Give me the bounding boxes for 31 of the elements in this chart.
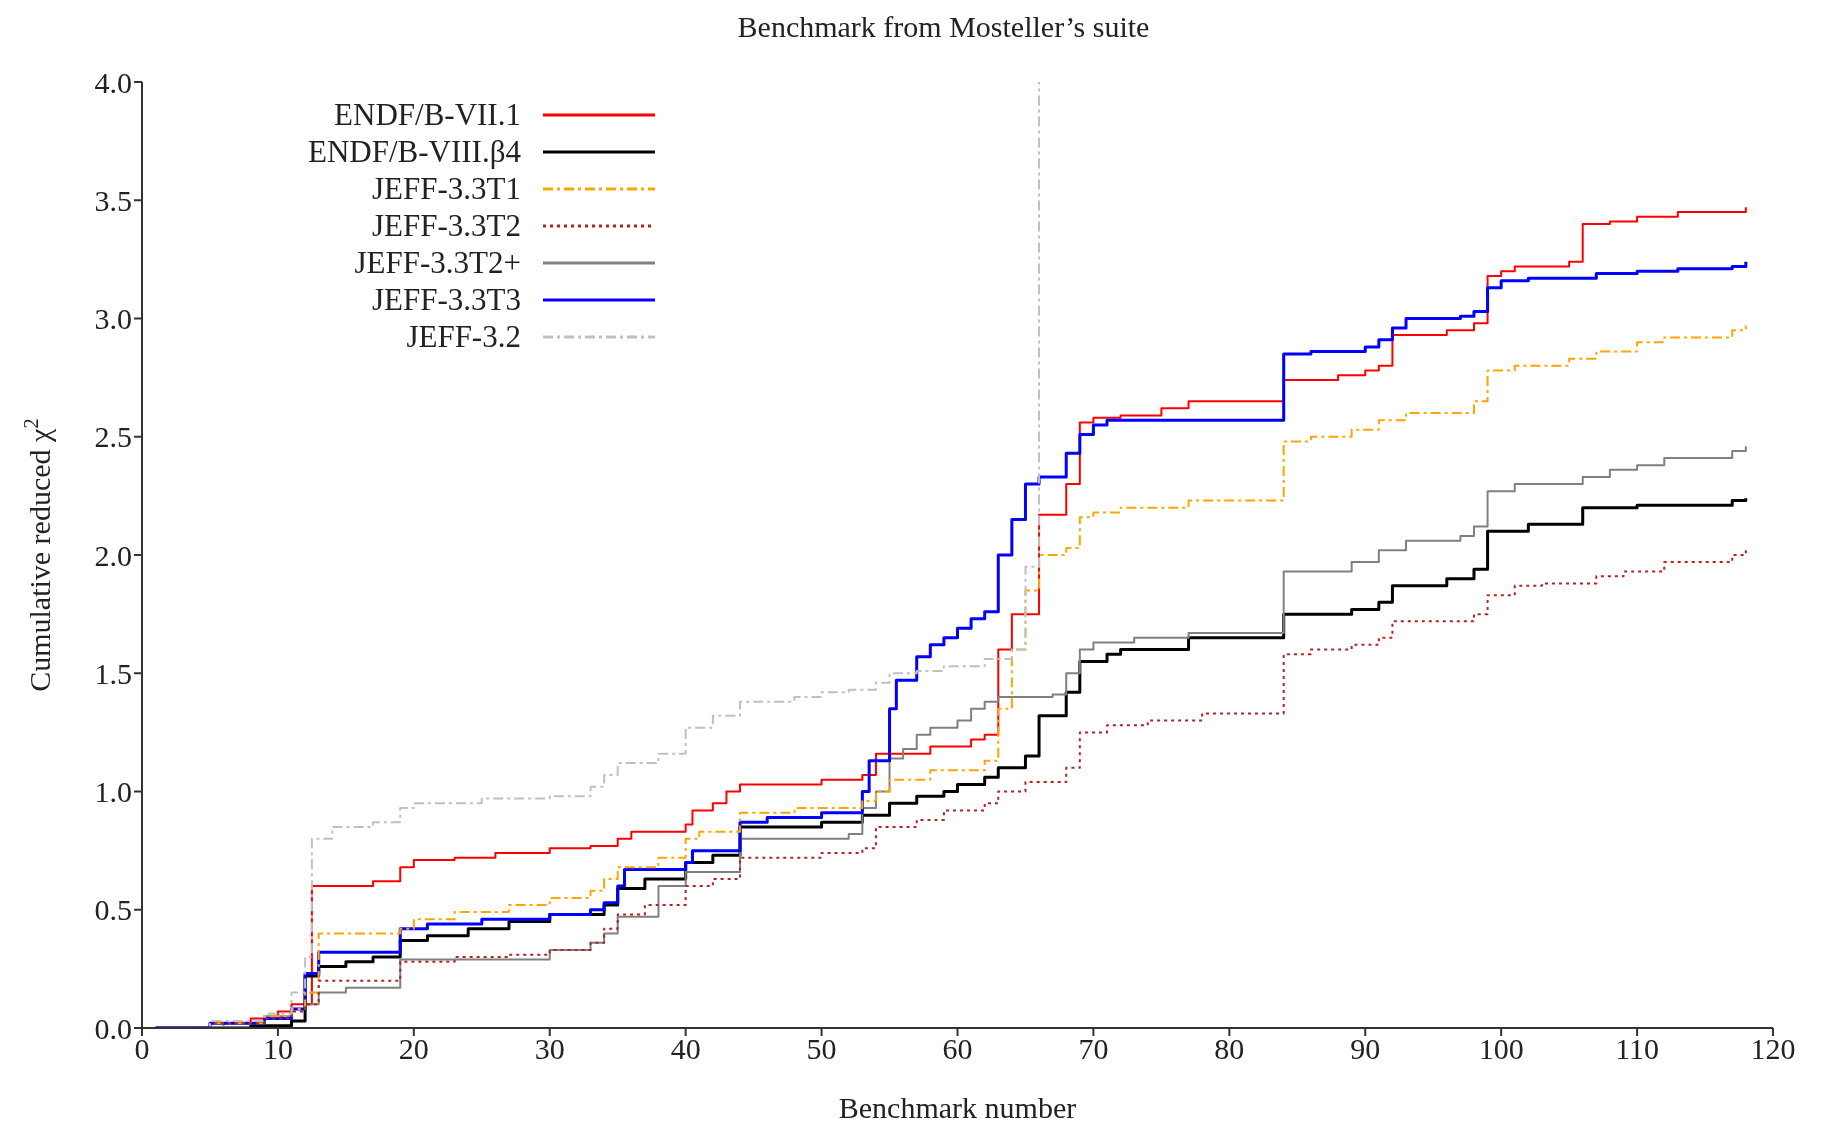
y-tick-label: 1.5 bbox=[94, 656, 132, 690]
x-tick-label: 70 bbox=[1078, 1032, 1109, 1066]
y-tick-label: 0.0 bbox=[94, 1011, 132, 1045]
x-tick-label: 50 bbox=[806, 1032, 837, 1066]
x-tick-label: 120 bbox=[1750, 1032, 1796, 1066]
y-tick-label: 4.0 bbox=[94, 65, 132, 99]
legend-label: JEFF-3.3T2+ bbox=[354, 244, 521, 281]
y-tick-label: 2.5 bbox=[94, 420, 132, 454]
y-tick-label: 1.0 bbox=[94, 775, 132, 809]
x-tick-label: 110 bbox=[1615, 1032, 1660, 1066]
x-tick-label: 30 bbox=[534, 1032, 565, 1066]
x-tick-label: 20 bbox=[398, 1032, 429, 1066]
legend-label: JEFF-3.3T2 bbox=[371, 207, 521, 244]
legend-label: JEFF-3.2 bbox=[406, 318, 521, 355]
x-tick-label: 60 bbox=[942, 1032, 973, 1066]
legend-label: JEFF-3.3T1 bbox=[371, 170, 521, 207]
y-tick-label: 2.0 bbox=[94, 538, 132, 572]
x-tick-label: 0 bbox=[134, 1032, 150, 1066]
y-tick-label: 3.0 bbox=[94, 302, 132, 336]
x-tick-label: 80 bbox=[1214, 1032, 1245, 1066]
x-axis-title: Benchmark number bbox=[838, 1091, 1077, 1124]
chart-title: Benchmark from Mosteller’s suite bbox=[736, 10, 1151, 44]
x-tick-label: 100 bbox=[1478, 1032, 1524, 1066]
x-tick-label: 10 bbox=[262, 1032, 293, 1066]
x-tick-label: 40 bbox=[670, 1032, 701, 1066]
x-tick-label: 90 bbox=[1350, 1032, 1381, 1066]
y-tick-label: 3.5 bbox=[94, 183, 132, 217]
y-tick-label: 0.5 bbox=[94, 893, 132, 927]
legend-label: ENDF/B-VIII.β4 bbox=[308, 133, 521, 170]
legend-label: ENDF/B-VII.1 bbox=[334, 96, 521, 133]
legend-label: JEFF-3.3T3 bbox=[371, 281, 521, 318]
